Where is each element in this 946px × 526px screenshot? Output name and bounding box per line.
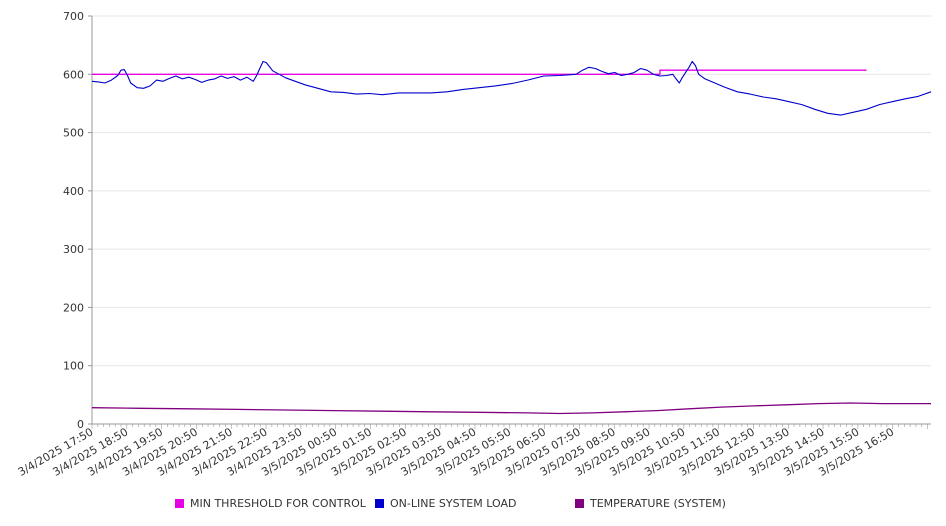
legend-swatch	[375, 499, 384, 508]
legend-item-min-threshold[interactable]: MIN THRESHOLD FOR CONTROL	[175, 497, 366, 510]
y-tick-label: 600	[63, 68, 84, 81]
series-line-on-line-system-load	[91, 60, 932, 116]
y-tick-label: 700	[63, 10, 84, 23]
y-tick-label: 500	[63, 127, 84, 140]
legend-label: TEMPERATURE (SYSTEM)	[590, 497, 726, 510]
legend-item-temperature[interactable]: TEMPERATURE (SYSTEM)	[575, 497, 726, 510]
series-line-min-threshold-for-control	[92, 69, 867, 75]
y-tick-label: 100	[63, 360, 84, 373]
y-tick-label: 300	[63, 243, 84, 256]
y-tick-label: 0	[77, 418, 84, 431]
chart-legend: MIN THRESHOLD FOR CONTROL ON-LINE SYSTEM…	[0, 497, 946, 513]
legend-swatch	[175, 499, 184, 508]
legend-swatch	[575, 499, 584, 508]
legend-label: ON-LINE SYSTEM LOAD	[390, 497, 517, 510]
legend-label: MIN THRESHOLD FOR CONTROL	[190, 497, 366, 510]
legend-item-system-load[interactable]: ON-LINE SYSTEM LOAD	[375, 497, 516, 510]
series-line-temperature-system	[91, 402, 931, 415]
y-tick-label: 400	[63, 185, 84, 198]
y-tick-label: 200	[63, 301, 84, 314]
